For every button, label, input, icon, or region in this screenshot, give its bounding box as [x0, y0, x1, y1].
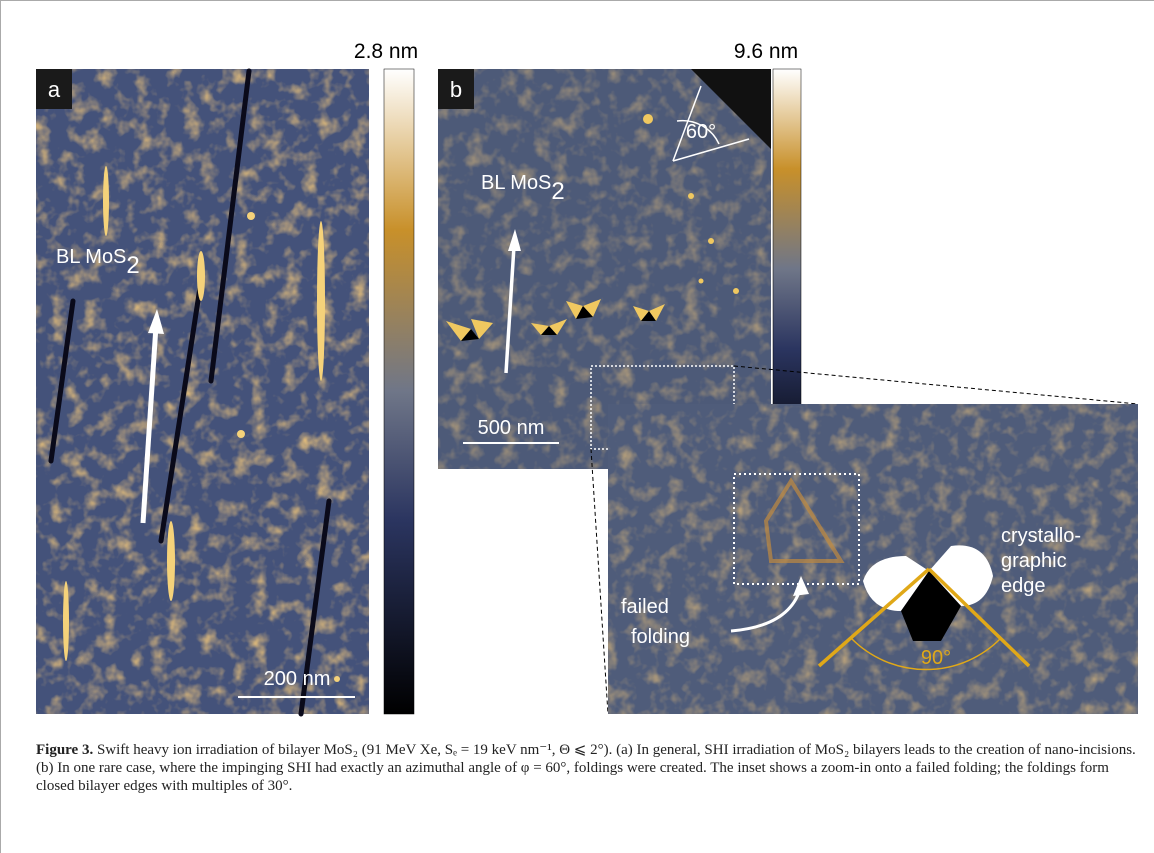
caption-label: Figure 3. [36, 742, 93, 758]
figure: a BL MoS2 200 nm 2.8 nm b 60° BL MoS2 50… [1, 1, 1154, 736]
figure-frame: a BL MoS2 200 nm 2.8 nm b 60° BL MoS2 50… [0, 0, 1154, 853]
edge-label: graphic [1001, 550, 1067, 572]
caption-text: Swift heavy ion irradiation of bilayer M… [36, 742, 1136, 794]
subscript: 2 [551, 178, 564, 205]
material: BL MoS [481, 172, 551, 194]
failed-label: failed [621, 596, 669, 618]
colorbar-label: 2.8 nm [354, 40, 418, 63]
failed-label: folding [631, 626, 690, 648]
angle-label: 90° [921, 647, 951, 669]
edge-label: edge [1001, 575, 1046, 597]
angle-label: 60° [686, 121, 716, 143]
material: BL MoS [56, 246, 126, 268]
panel-label: a [48, 77, 61, 102]
panel-label: b [450, 77, 462, 102]
afm-texture [36, 69, 369, 714]
caption: Figure 3. Swift heavy ion irradiation of… [36, 741, 1136, 795]
colorbar-a [384, 69, 414, 714]
scale-bar-label: 500 nm [478, 417, 545, 439]
scale-bar-label: 200 nm [264, 668, 331, 690]
colorbar-label: 9.6 nm [734, 40, 798, 63]
subscript: 2 [126, 252, 139, 279]
edge-label: crystallo- [1001, 525, 1081, 547]
